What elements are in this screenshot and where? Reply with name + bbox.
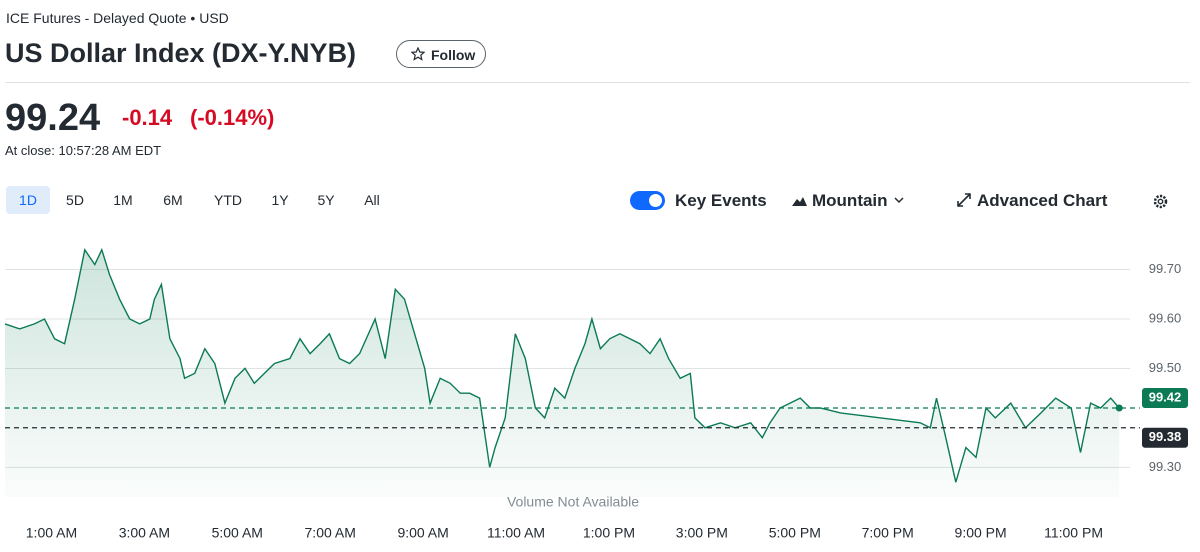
range-tab[interactable]: 1Y — [271, 192, 289, 208]
key-events[interactable]: Key Events — [675, 191, 767, 210]
range-tab[interactable]: All — [364, 192, 380, 208]
y-tick-label: 99.70 — [1149, 261, 1182, 276]
follow-button[interactable]: Follow — [396, 40, 486, 68]
x-tick-label: 9:00 AM — [397, 525, 448, 541]
expand-icon — [957, 193, 971, 207]
exchange: ICE Futures - Delayed Quote • USD — [6, 10, 229, 26]
y-tick-label: 99.30 — [1149, 459, 1182, 474]
x-tick-label: 5:00 PM — [769, 525, 821, 541]
range-tab[interactable]: 5D — [66, 192, 84, 208]
range-tab[interactable]: 1M — [113, 192, 133, 208]
reference-label: 99.42 — [1149, 389, 1182, 404]
range-tab[interactable]: 1D — [6, 186, 50, 214]
x-tick-label: 3:00 PM — [676, 525, 728, 541]
reference-label: 99.38 — [1149, 429, 1182, 444]
change-percent: (-0.14%) — [190, 105, 275, 130]
y-tick-label: 99.60 — [1149, 310, 1182, 325]
chart-style[interactable]: Mountain — [812, 191, 888, 210]
range-tab[interactable]: YTD — [214, 192, 242, 208]
toggle[interactable] — [630, 191, 665, 210]
price: 99.24 — [5, 97, 101, 139]
star-icon — [411, 47, 425, 61]
close-time: At close: 10:57:28 AM EDT — [5, 143, 162, 158]
mountain-area — [5, 249, 1120, 497]
advanced-chart[interactable]: Advanced Chart — [977, 191, 1108, 210]
divider — [5, 82, 1190, 83]
x-tick-label: 1:00 PM — [583, 525, 635, 541]
x-tick-label: 11:00 AM — [487, 525, 545, 541]
title: US Dollar Index (DX-Y.NYB) — [5, 38, 357, 68]
chevron-icon — [894, 197, 904, 204]
x-tick-label: 11:00 PM — [1044, 525, 1103, 541]
y-tick-label: 99.50 — [1149, 360, 1182, 375]
x-tick-label: 7:00 PM — [862, 525, 914, 541]
last-point — [1115, 404, 1123, 412]
range-tab[interactable]: 5Y — [317, 192, 335, 208]
x-tick-label: 9:00 PM — [955, 525, 1007, 541]
price-line — [4, 247, 1120, 483]
x-tick-label: 5:00 AM — [212, 525, 263, 541]
reference-label-box — [1142, 427, 1188, 448]
annotation: Volume Not Available — [507, 494, 639, 510]
reference-label-box — [1142, 388, 1188, 408]
x-tick-label: 3:00 AM — [119, 525, 170, 541]
mountain-icon — [792, 197, 807, 206]
range-tab[interactable]: 6M — [163, 192, 183, 208]
change: -0.14 — [122, 105, 173, 130]
x-tick-label: 1:00 AM — [26, 525, 77, 541]
x-tick-label: 7:00 AM — [305, 525, 356, 541]
follow-label[interactable]: Follow — [431, 47, 476, 63]
settings-icon[interactable] — [1152, 193, 1169, 210]
